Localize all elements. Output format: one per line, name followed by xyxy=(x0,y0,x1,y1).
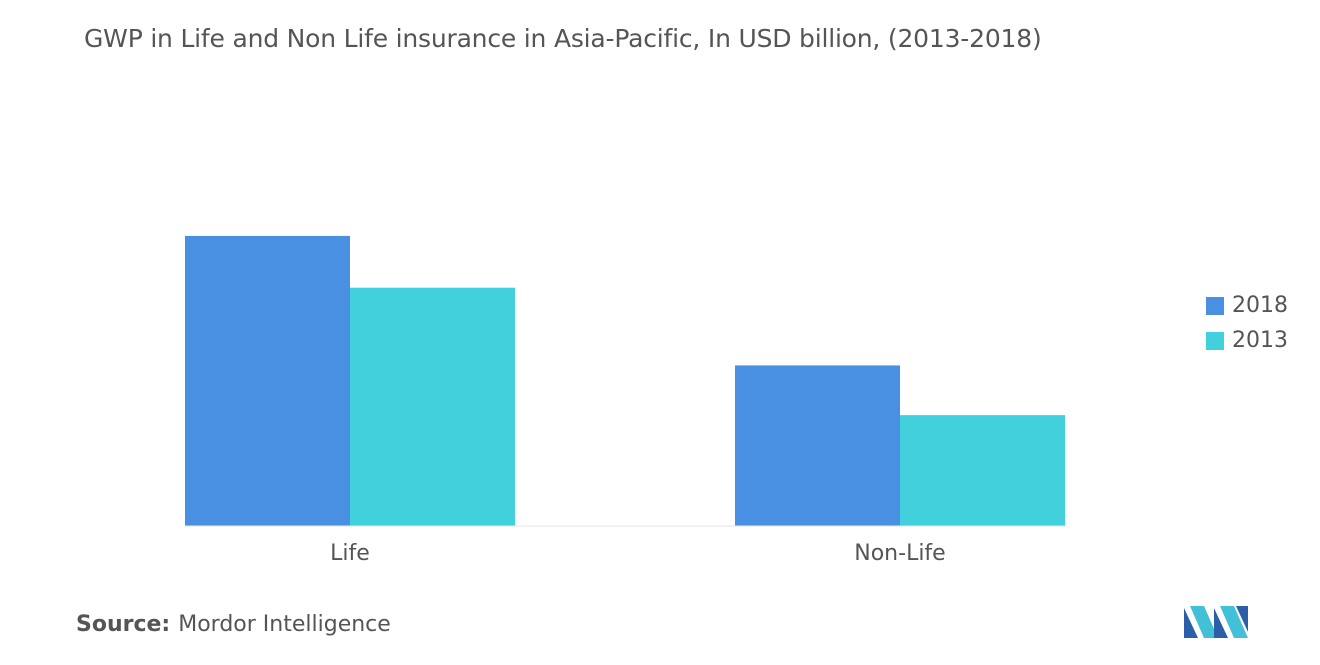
legend-swatch-2013 xyxy=(1206,331,1224,350)
bars-layer xyxy=(185,235,1065,527)
source-value: Mordor Intelligence xyxy=(178,612,391,637)
legend-item-2013: 2013 xyxy=(1206,323,1288,358)
bar-life-2013 xyxy=(350,287,515,526)
legend-swatch-2018 xyxy=(1206,296,1224,315)
legend-label-2013: 2013 xyxy=(1232,328,1288,353)
bar-life-2018 xyxy=(185,235,350,527)
bar-non-life-2013 xyxy=(900,415,1065,526)
legend-item-2018: 2018 xyxy=(1206,288,1288,323)
legend: 2018 2013 xyxy=(1206,288,1288,358)
source-label: Source: xyxy=(76,612,171,637)
bar-non-life-2018 xyxy=(735,365,900,526)
source-note: Source: Mordor Intelligence xyxy=(76,612,391,637)
mordor-intelligence-logo-icon xyxy=(1184,604,1250,642)
chart-title: GWP in Life and Non Life insurance in As… xyxy=(84,24,1042,53)
x-tick-label-non-life: Non-Life xyxy=(854,541,945,566)
x-tick-label-life: Life xyxy=(330,541,370,566)
legend-label-2018: 2018 xyxy=(1232,293,1288,318)
x-tick-labels: Life Non-Life xyxy=(330,541,946,566)
